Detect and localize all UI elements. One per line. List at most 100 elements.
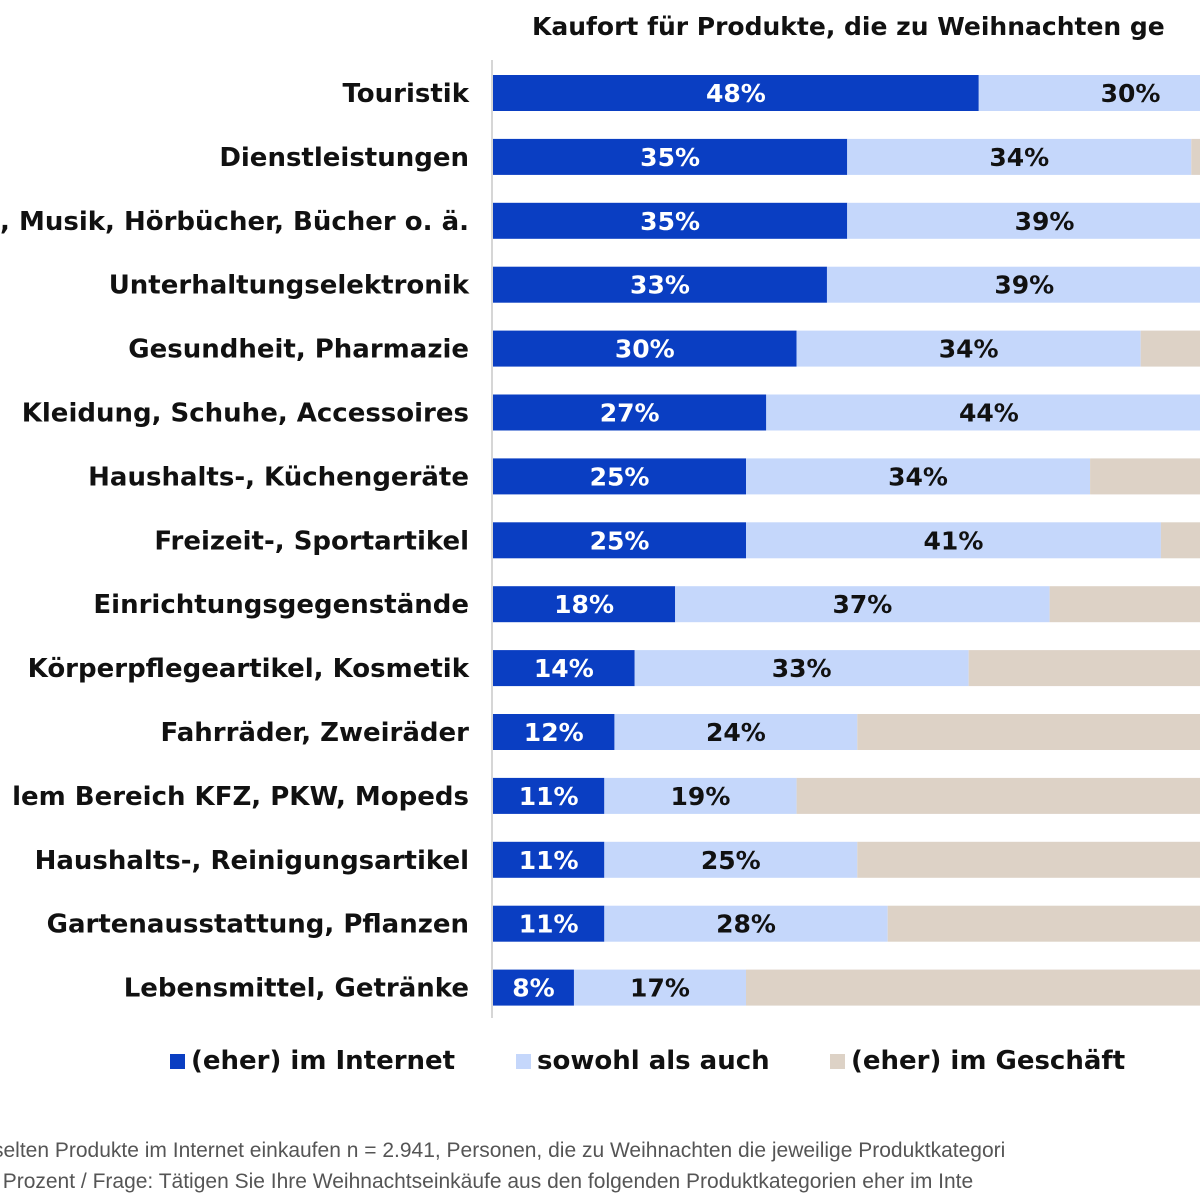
data-label: 33% — [630, 271, 690, 300]
bar-segment — [796, 777, 1200, 814]
bar-segment — [493, 75, 979, 111]
data-label: 25% — [590, 526, 650, 555]
legend-item-both: sowohl als auch — [516, 1046, 770, 1076]
bar-segment — [493, 330, 797, 367]
data-label: 11% — [519, 910, 579, 939]
bar-segment — [493, 650, 635, 687]
legend: (eher) im Internet sowohl als auch (eher… — [0, 1046, 1200, 1086]
data-label: 37% — [832, 590, 892, 619]
legend-label-store: (eher) im Geschäft — [851, 1046, 1126, 1076]
data-label: 25% — [590, 462, 650, 491]
legend-item-internet: (eher) im Internet — [170, 1046, 455, 1076]
data-label: 39% — [1015, 207, 1075, 236]
bar-segment — [493, 394, 767, 431]
bar-segment — [746, 522, 1161, 559]
bar-segment — [1140, 330, 1200, 367]
legend-swatch-internet — [170, 1053, 185, 1069]
category-label: , Musik, Hörbücher, Bücher o. ä. — [0, 207, 469, 237]
stacked-bar-chart: Touristik 48% 30% Dienstleistungen 35% 34% , M… — [0, 60, 1200, 1018]
bar-segment — [573, 969, 746, 1006]
data-label: 28% — [716, 910, 776, 939]
category-label: lem Bereich KFZ, PKW, Mopeds — [12, 782, 469, 812]
category-label: Kleidung, Schuhe, Accessoires — [22, 399, 469, 429]
bar-segment — [614, 714, 858, 750]
category-label: Fahrräder, Zweiräder — [160, 718, 469, 748]
footnote-line-1: selten Produkte im Internet einkaufen n … — [0, 1139, 1006, 1162]
data-label: 39% — [994, 271, 1054, 300]
bar-segment — [675, 586, 1050, 623]
bar-segment — [978, 75, 1200, 111]
category-label: Touristik — [343, 79, 470, 109]
footnote-line-2: n in Prozent / Frage: Tätigen Sie Ihre W… — [0, 1170, 974, 1193]
data-label: 25% — [701, 846, 761, 875]
bar-segment — [493, 905, 605, 942]
bar-segment — [493, 202, 848, 239]
data-label: 48% — [706, 79, 766, 108]
data-label: 35% — [640, 207, 700, 236]
data-label: 11% — [519, 782, 579, 811]
category-label: Haushalts-, Küchengeräte — [88, 462, 469, 492]
bar-segment — [604, 777, 797, 814]
bar-segment — [796, 330, 1141, 367]
bar-segment — [493, 266, 827, 303]
legend-swatch-store — [830, 1053, 845, 1069]
bar-segment — [857, 714, 1200, 750]
bar-segment — [887, 905, 1200, 942]
bar-segment — [857, 841, 1200, 878]
legend-label-both: sowohl als auch — [537, 1046, 770, 1076]
data-label: 34% — [989, 143, 1049, 172]
data-label: 34% — [888, 462, 948, 491]
category-label: Lebensmittel, Getränke — [124, 974, 469, 1004]
bar-segment — [746, 969, 1200, 1006]
category-label: Dienstleistungen — [219, 143, 469, 173]
category-label: Unterhaltungselektronik — [109, 271, 470, 301]
bar-segment — [634, 650, 969, 687]
bar-segment — [766, 394, 1200, 431]
bar-segment — [1191, 138, 1200, 175]
bar-segment — [493, 841, 605, 878]
data-label: 14% — [534, 654, 594, 683]
bar-segment — [493, 969, 574, 1006]
bar-segment — [493, 586, 676, 623]
legend-label-internet: (eher) im Internet — [191, 1046, 456, 1076]
bar-segment — [493, 714, 615, 750]
data-label: 27% — [600, 399, 660, 428]
legend-item-store: (eher) im Geschäft — [830, 1046, 1125, 1076]
data-label: 44% — [959, 399, 1019, 428]
category-label: Gesundheit, Pharmazie — [128, 335, 469, 365]
category-label: Gartenausstattung, Pflanzen — [47, 910, 469, 940]
category-label: Körperpflegeartikel, Kosmetik — [28, 654, 470, 684]
bar-segment — [493, 522, 746, 559]
data-label: 30% — [1101, 79, 1161, 108]
data-label: 35% — [640, 143, 700, 172]
bar-segment — [1049, 586, 1200, 623]
bar-segment — [1160, 522, 1200, 559]
bar-segment — [1090, 458, 1200, 495]
category-label: Haushalts-, Reinigungsartikel — [35, 846, 469, 876]
category-label: Einrichtungsgegenstände — [93, 590, 469, 620]
data-label: 19% — [671, 782, 731, 811]
data-label: 12% — [524, 718, 584, 747]
bar-segment — [493, 458, 746, 495]
data-label: 24% — [706, 718, 766, 747]
chart-title: Kaufort für Produkte, die zu Weihnachten… — [532, 12, 1165, 41]
data-label: 17% — [630, 974, 690, 1003]
bar-segment — [604, 841, 858, 878]
bar-segment — [826, 266, 1200, 303]
data-label: 18% — [554, 590, 614, 619]
bar-segment — [746, 458, 1091, 495]
bar-segment — [493, 138, 848, 175]
data-label: 8% — [512, 974, 554, 1003]
category-label: Freizeit-, Sportartikel — [154, 526, 469, 556]
data-label: 34% — [939, 335, 999, 364]
bar-segment — [847, 202, 1200, 239]
bar-segment — [968, 650, 1200, 687]
bar-segment — [493, 777, 605, 814]
legend-swatch-both — [516, 1053, 531, 1069]
bar-segment — [847, 138, 1192, 175]
data-label: 11% — [519, 846, 579, 875]
data-label: 41% — [924, 526, 984, 555]
data-label: 30% — [615, 335, 675, 364]
data-label: 33% — [772, 654, 832, 683]
bar-segment — [604, 905, 888, 942]
